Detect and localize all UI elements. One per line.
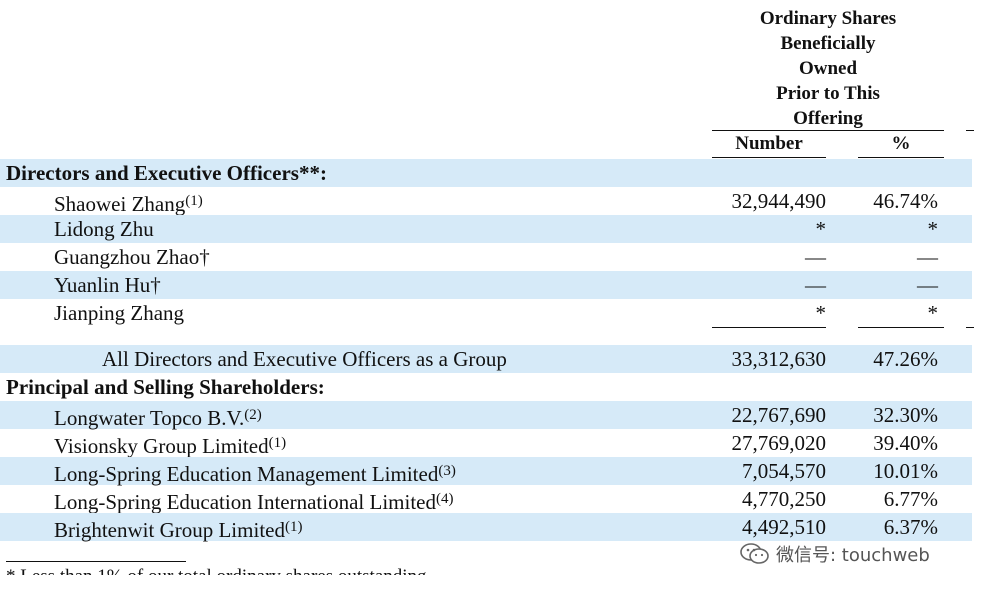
share-number: * [815,301,827,325]
wechat-icon [740,543,769,564]
share-percent: * [927,301,939,325]
table-row: Yuanlin Hu† — — [0,271,972,299]
header-line: Beneficially [780,33,876,54]
section-heading: Directors and Executive Officers**: [6,161,327,185]
column-header-number: Number [735,133,803,154]
table-row: Long-Spring Education Management Limited… [0,457,972,486]
holder-name: Yuanlin Hu† [54,273,161,297]
percent-underline [858,157,944,158]
table-row: Shaowei Zhang(1) 32,944,490 46.74% [0,187,972,216]
share-percent: 46.74% [873,189,938,213]
share-percent: 6.77% [883,487,938,511]
next-column-edge [966,327,974,328]
share-percent: — [917,245,938,269]
table-row: Longwater Topco B.V.(2) 22,767,690 32.30… [0,401,972,430]
share-percent: 32.30% [873,403,938,427]
watermark: 微信号: touchweb [740,540,930,568]
share-number: 32,944,490 [731,189,827,213]
column-header-percent: % [891,133,911,154]
share-percent: 47.26% [873,347,938,371]
column-group-header: Ordinary Shares Beneficially Owned Prior… [712,6,944,131]
table-row: Directors and Executive Officers**: [0,159,972,187]
next-column-edge [966,130,974,131]
table-row: Guangzhou Zhao† — — [0,243,972,271]
holder-name: Jianping Zhang [54,301,185,325]
group-total-label: All Directors and Executive Officers as … [102,347,507,371]
holder-name: Brightenwit Group Limited(1) [54,518,303,542]
holder-name: Guangzhou Zhao† [54,245,210,269]
share-percent: 6.37% [883,515,938,539]
share-number: 22,767,690 [731,403,827,427]
watermark-text: 微信号: touchweb [776,545,930,566]
holder-name: Visionsky Group Limited(1) [54,434,287,458]
footnote-text: * Less than 1% of our total ordinary sha… [6,566,427,587]
share-percent: 10.01% [873,459,938,483]
section-heading: Principal and Selling Shareholders: [6,375,325,399]
group-underline [712,130,944,131]
share-number: * [815,217,827,241]
share-percent: 39.40% [873,431,938,455]
header-line: Offering [793,108,863,129]
subtotal-underline [858,327,944,328]
share-number: 27,769,020 [731,431,827,455]
subtotal-underline [712,327,826,328]
share-number: 4,770,250 [742,487,826,511]
header-line: Owned [798,58,858,79]
footnote-divider [6,561,186,562]
table-row: Long-Spring Education International Limi… [0,485,972,514]
holder-name: Lidong Zhu [54,217,154,241]
holder-name: Shaowei Zhang(1) [54,192,203,216]
share-number: 4,492,510 [742,515,826,539]
holder-name: Long-Spring Education International Limi… [54,490,454,514]
holder-name: Longwater Topco B.V.(2) [54,406,262,430]
header-line: Ordinary Shares [759,8,897,29]
table-row: Lidong Zhu * * [0,215,972,243]
share-number: — [805,245,826,269]
table-row: Brightenwit Group Limited(1) 4,492,510 6… [0,513,972,542]
header-line: Prior to This [776,83,880,104]
table-row: Principal and Selling Shareholders: [0,373,972,401]
share-percent: * [927,217,939,241]
table-row: All Directors and Executive Officers as … [0,345,972,373]
share-number: — [805,273,826,297]
share-percent: — [917,273,938,297]
table-row: Jianping Zhang * * [0,299,972,327]
share-number: 33,312,630 [731,347,827,371]
number-underline [712,157,826,158]
table-row: Visionsky Group Limited(1) 27,769,020 39… [0,429,972,458]
holder-name: Long-Spring Education Management Limited… [54,462,456,486]
share-number: 7,054,570 [742,459,826,483]
